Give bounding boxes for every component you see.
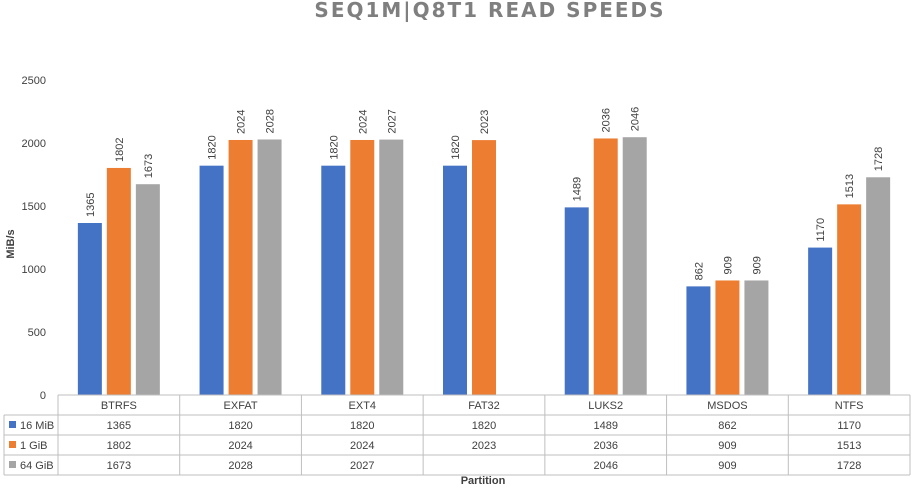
- data-label: 1820: [328, 135, 340, 159]
- bar: [715, 280, 740, 395]
- data-label: 2023: [479, 110, 491, 134]
- y-tick-label: 2500: [22, 75, 46, 87]
- table-cell: 1802: [107, 440, 131, 452]
- bar: [866, 177, 891, 395]
- bar: [837, 204, 862, 395]
- bar: [77, 223, 102, 395]
- bar: [443, 165, 467, 395]
- table-cell: 1489: [593, 420, 617, 432]
- legend-swatch: [9, 421, 16, 428]
- table-cell: 1820: [350, 420, 374, 432]
- category-label: MSDOS: [707, 400, 747, 412]
- legend-swatch: [9, 461, 16, 468]
- legend-swatch: [9, 441, 16, 448]
- table-cell: 2024: [350, 440, 374, 452]
- y-axis-ticks: 0 500 1000 1500 2000 2500: [22, 75, 46, 402]
- data-label: 2027: [386, 109, 398, 133]
- data-label: 2024: [236, 109, 248, 133]
- table-cell: 1820: [228, 420, 252, 432]
- category-label: BTRFS: [101, 400, 137, 412]
- x-axis-label: Partition: [461, 475, 506, 487]
- table-cell: 2024: [228, 440, 252, 452]
- data-label: 2028: [265, 109, 277, 133]
- table-cell: 2036: [593, 440, 617, 452]
- bar: [622, 137, 647, 396]
- y-tick-label: 1500: [22, 201, 46, 213]
- data-label: 1728: [873, 147, 885, 171]
- data-table: BTRFS EXFAT EXT4 FAT32 LUKS2 MSDOS NTFS 16 MiB 1…: [3, 394, 911, 476]
- data-label: 1513: [844, 174, 856, 198]
- y-tick-label: 2000: [22, 138, 46, 150]
- bar: [379, 139, 404, 395]
- bar: [106, 167, 131, 395]
- table-cell: 2046: [593, 460, 617, 472]
- y-tick-label: 1000: [22, 264, 46, 276]
- table-cell: 862: [718, 420, 736, 432]
- category-label: FAT32: [468, 400, 500, 412]
- table-cell: 1365: [107, 420, 131, 432]
- bar: [686, 286, 711, 395]
- bar: [135, 184, 160, 395]
- category-label: EXFAT: [224, 400, 258, 412]
- bar: [472, 140, 496, 395]
- bar: [744, 280, 769, 395]
- bar: [321, 165, 346, 395]
- category-label: NTFS: [835, 400, 864, 412]
- data-label: 2046: [630, 107, 642, 131]
- table-cell: 1820: [472, 420, 496, 432]
- y-tick-label: 0: [40, 390, 46, 402]
- data-label: 1820: [207, 135, 219, 159]
- data-labels: 1365 1802 1673 1820 2024 2028 1820 2024 2027 1820…: [85, 107, 885, 281]
- chart-title: SEQ1M|Q8T1 READ SPEEDS: [314, 0, 665, 22]
- bar-group: [77, 137, 891, 396]
- data-label: 1489: [572, 177, 584, 201]
- table-cell: 1513: [837, 440, 861, 452]
- data-label: 1802: [114, 137, 126, 161]
- data-label: 1170: [815, 218, 827, 242]
- bar: [564, 207, 589, 395]
- bar: [199, 165, 224, 395]
- y-axis-label: MiB/s: [5, 229, 17, 258]
- data-label: 862: [693, 262, 705, 280]
- category-label: LUKS2: [588, 400, 623, 412]
- table-cell: 909: [718, 440, 736, 452]
- data-label: 2036: [601, 108, 613, 132]
- data-label: 2024: [357, 109, 369, 133]
- table-cell: 909: [718, 460, 736, 472]
- data-label: 1820: [450, 135, 462, 159]
- bar: [228, 139, 253, 395]
- data-label: 1365: [85, 193, 97, 217]
- legend-label: 1 GiB: [20, 440, 48, 452]
- category-label: EXT4: [349, 400, 377, 412]
- table-cell: 1728: [837, 460, 861, 472]
- table-cell: 2028: [228, 460, 252, 472]
- data-label: 909: [722, 256, 734, 274]
- table-cell: 2023: [472, 440, 496, 452]
- data-label: 1673: [143, 154, 155, 178]
- bar: [350, 139, 375, 395]
- data-label: 909: [751, 256, 763, 274]
- table-cell: 2027: [350, 460, 374, 472]
- legend-label: 16 MiB: [20, 420, 54, 432]
- bar: [257, 139, 282, 395]
- table-cell: 1673: [107, 460, 131, 472]
- bar: [593, 138, 618, 396]
- legend-label: 64 GiB: [20, 460, 54, 472]
- bar: [808, 247, 833, 395]
- y-tick-label: 500: [28, 327, 46, 339]
- table-cell: 1170: [837, 420, 861, 432]
